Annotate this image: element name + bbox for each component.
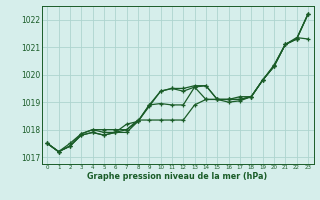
X-axis label: Graphe pression niveau de la mer (hPa): Graphe pression niveau de la mer (hPa): [87, 172, 268, 181]
